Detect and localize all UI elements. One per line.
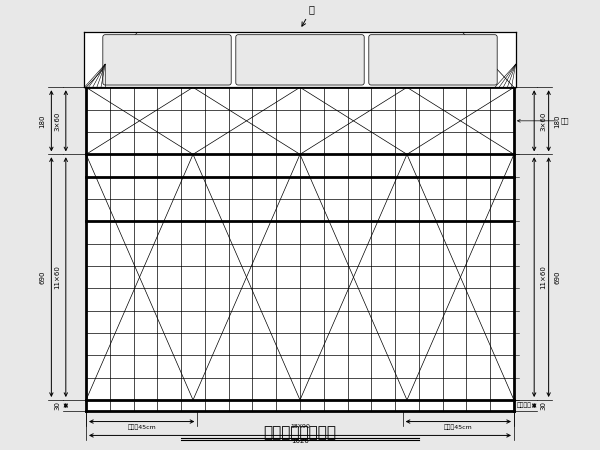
Text: 纵梁: 纵梁 (517, 117, 569, 124)
FancyBboxPatch shape (236, 35, 364, 85)
Text: 横距为45cm: 横距为45cm (444, 424, 473, 430)
Text: 180: 180 (554, 114, 560, 128)
Text: 30: 30 (540, 401, 546, 410)
Text: 30: 30 (54, 401, 60, 410)
Text: 11×60: 11×60 (540, 265, 546, 289)
FancyBboxPatch shape (103, 35, 231, 85)
Text: 枕化出层: 枕化出层 (517, 403, 532, 408)
Text: 桥: 桥 (302, 4, 314, 26)
Text: 1620: 1620 (291, 438, 309, 444)
Text: 满堂支架横断面图: 满堂支架横断面图 (263, 426, 337, 441)
Text: 3×60: 3×60 (540, 111, 546, 130)
Text: 11×60: 11×60 (54, 265, 60, 289)
FancyBboxPatch shape (369, 35, 497, 85)
Text: 180: 180 (40, 114, 46, 128)
Text: 690: 690 (40, 270, 46, 284)
Text: 3×60: 3×60 (54, 111, 60, 130)
Text: 18X90: 18X90 (290, 424, 310, 429)
Text: 690: 690 (554, 270, 560, 284)
Bar (86, 87, 514, 411)
Text: 横距为45cm: 横距为45cm (127, 424, 156, 430)
Bar (85, 32, 515, 87)
